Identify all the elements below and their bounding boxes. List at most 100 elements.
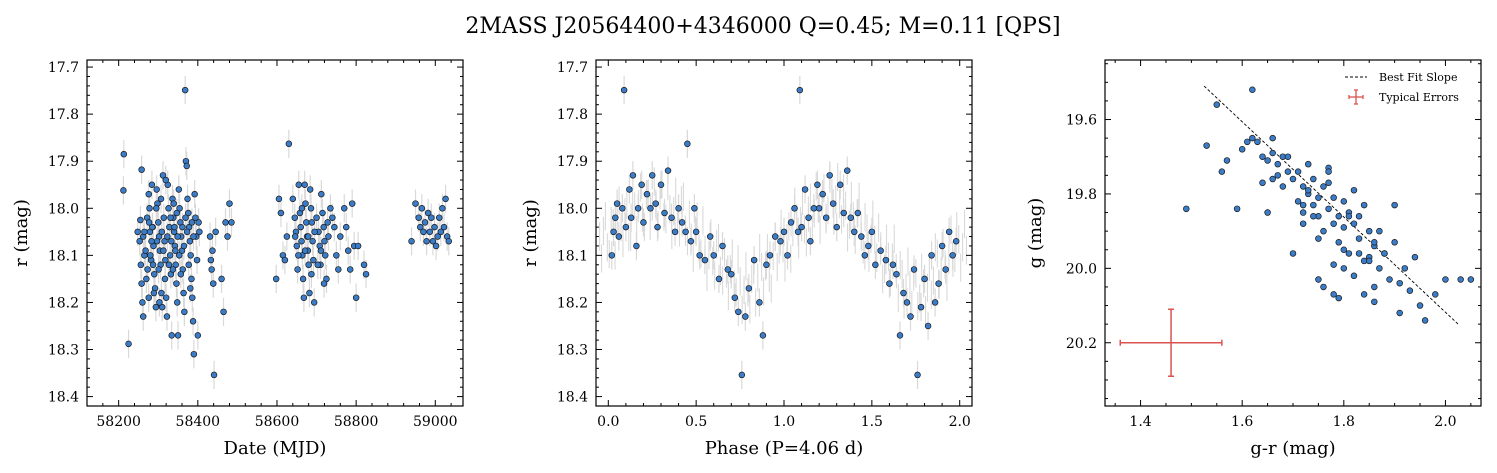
data-point xyxy=(1289,250,1297,257)
data-point xyxy=(914,371,921,379)
data-point xyxy=(1284,168,1292,175)
data-point xyxy=(1442,276,1449,283)
data-point xyxy=(893,270,900,278)
data-point xyxy=(184,195,191,203)
data-point xyxy=(1340,224,1348,231)
data-point xyxy=(1264,209,1271,216)
data-point xyxy=(1259,153,1266,160)
y-tick-label: 18.2 xyxy=(557,295,588,311)
legend-entry-best-fit: Best Fit Slope xyxy=(1379,71,1457,84)
data-point xyxy=(165,205,172,212)
data-point xyxy=(1269,149,1276,157)
data-point xyxy=(137,216,144,224)
data-point xyxy=(945,228,953,236)
legend-entry-typical-errors: Typical Errors xyxy=(1379,91,1459,104)
data-point xyxy=(176,205,183,212)
data-point xyxy=(179,223,186,231)
x-axis-label: g-r (mag) xyxy=(1250,438,1335,459)
data-point xyxy=(318,190,325,198)
data-point xyxy=(335,266,342,273)
data-point xyxy=(303,219,310,226)
data-point xyxy=(640,219,647,226)
data-point xyxy=(417,223,424,231)
data-point xyxy=(1299,201,1307,209)
data-point xyxy=(429,237,437,245)
data-point xyxy=(1320,283,1327,291)
data-point xyxy=(1325,205,1332,213)
figure-suptitle: 2MASS J20564400+4346000 Q=0.45; M=0.11 [… xyxy=(465,14,1060,39)
x-tick-label: 58800 xyxy=(334,414,379,430)
data-point xyxy=(829,200,837,207)
data-point xyxy=(1401,265,1409,272)
data-point xyxy=(319,209,326,217)
y-tick-label: 18.4 xyxy=(557,390,588,406)
time-axes-frame xyxy=(86,59,464,407)
data-point xyxy=(886,280,893,287)
data-point xyxy=(159,172,167,179)
data-point xyxy=(207,256,215,264)
color-axes-frame xyxy=(1104,59,1482,407)
y-tick-label: 18.3 xyxy=(557,343,588,359)
data-point xyxy=(317,247,325,254)
data-point xyxy=(664,167,672,174)
data-point xyxy=(1269,134,1276,142)
data-point xyxy=(187,285,194,292)
data-point xyxy=(858,233,865,240)
data-point xyxy=(174,233,181,240)
data-point xyxy=(329,214,336,221)
data-point xyxy=(1411,253,1419,261)
data-point xyxy=(272,275,280,283)
y-tick-label: 18.2 xyxy=(48,295,79,311)
x-tick-label: 0.5 xyxy=(685,414,707,430)
data-point xyxy=(134,228,141,236)
data-point xyxy=(819,190,826,198)
data-point xyxy=(190,350,198,358)
data-point xyxy=(183,228,191,236)
data-point xyxy=(162,176,170,184)
data-point xyxy=(935,280,942,287)
data-point xyxy=(423,237,430,245)
data-point xyxy=(175,252,183,259)
data-point xyxy=(152,303,160,311)
data-point xyxy=(432,242,440,250)
data-point xyxy=(293,242,301,250)
data-point xyxy=(815,205,823,212)
data-point xyxy=(1330,194,1337,201)
y-tick-label: 20.2 xyxy=(1066,336,1097,352)
data-point xyxy=(173,280,180,287)
data-point xyxy=(136,237,143,245)
data-point xyxy=(177,270,185,278)
data-point xyxy=(1335,239,1342,246)
data-point xyxy=(148,181,156,188)
data-point xyxy=(139,313,147,320)
data-point xyxy=(158,303,166,311)
data-point xyxy=(1421,317,1429,324)
data-point xyxy=(436,214,443,221)
phase-panel: 0.0 0.5 1.0 1.5 2.0 17.7 17.8 17.9 18.0 18.1 18.2 1… xyxy=(520,59,973,459)
data-point xyxy=(1325,179,1332,187)
data-point xyxy=(861,252,869,259)
data-point xyxy=(847,214,855,221)
y-tick-label: 18.1 xyxy=(557,248,588,264)
data-point xyxy=(822,214,830,221)
data-point xyxy=(168,237,175,245)
data-point xyxy=(149,261,157,269)
data-point xyxy=(120,187,127,194)
data-point xyxy=(1340,246,1348,253)
data-point xyxy=(882,256,890,264)
data-point xyxy=(1274,160,1282,168)
data-point xyxy=(784,252,791,259)
data-point xyxy=(865,242,872,250)
data-point xyxy=(220,308,227,316)
data-point xyxy=(1340,198,1348,205)
data-point xyxy=(165,261,173,269)
data-point xyxy=(161,275,169,283)
y-axis-label: r (mag) xyxy=(11,199,32,267)
data-point xyxy=(805,214,812,221)
data-point xyxy=(868,228,876,236)
data-point xyxy=(139,299,146,306)
data-point xyxy=(1345,250,1353,257)
data-point xyxy=(1249,86,1256,94)
data-point xyxy=(174,332,182,339)
data-point xyxy=(942,266,949,273)
